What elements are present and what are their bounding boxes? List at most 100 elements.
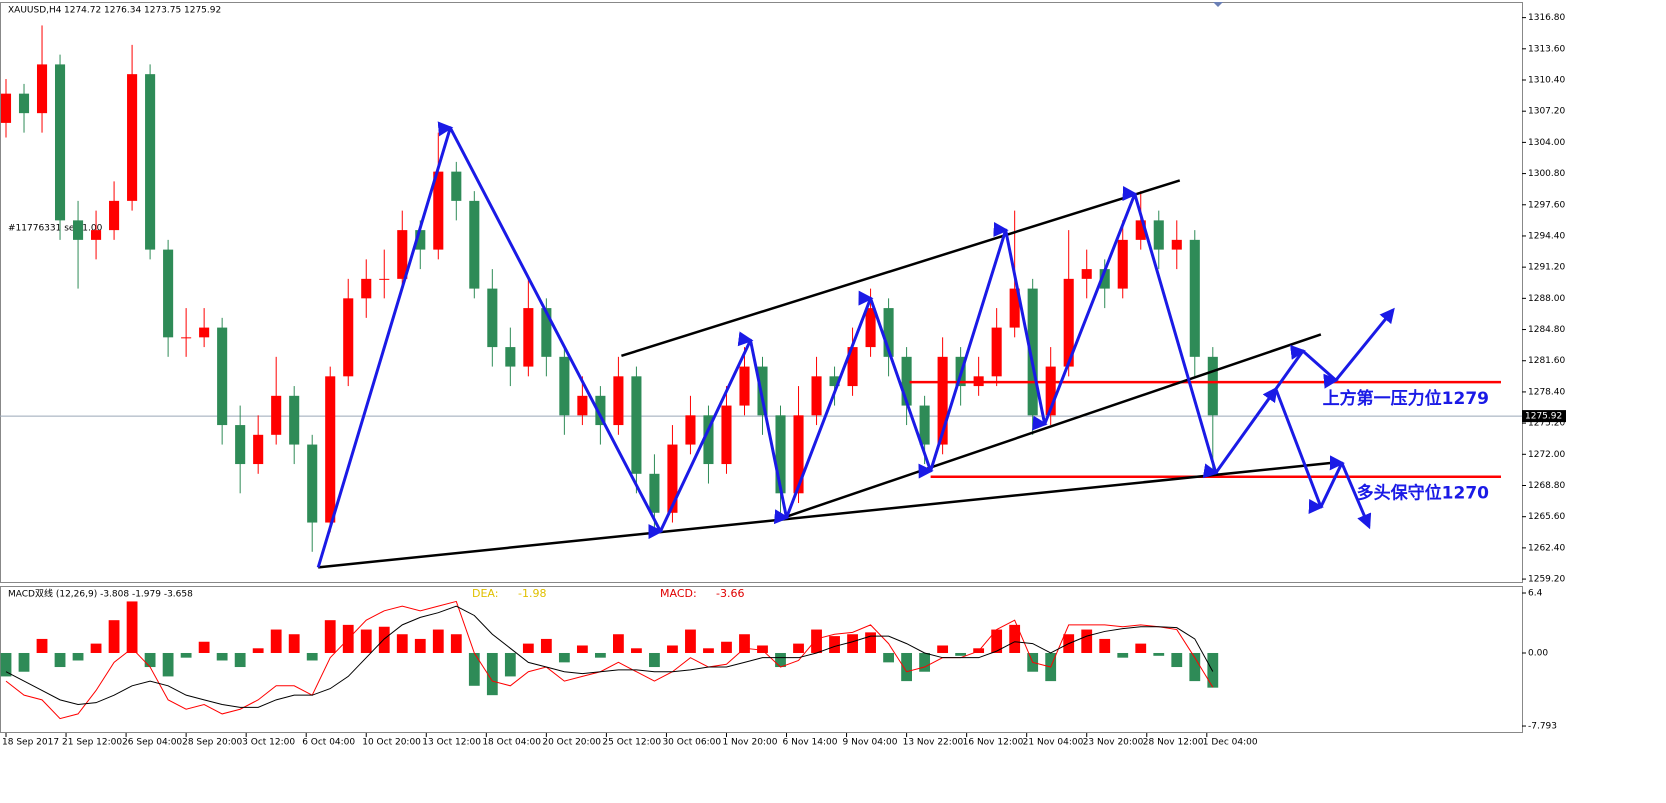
quote-value: 1273.75 xyxy=(144,6,181,16)
level-label: 多头保守位1270 xyxy=(1357,483,1489,504)
candle-body xyxy=(91,230,102,240)
price-pane xyxy=(0,2,1523,583)
y-tick-label: 1307.20 xyxy=(1528,107,1565,117)
macd-line xyxy=(5,605,1214,708)
macd-pane xyxy=(0,586,1523,733)
candle-body xyxy=(1207,356,1218,416)
y-tick-label: 1281.60 xyxy=(1528,356,1565,366)
macd-bar xyxy=(540,638,552,653)
level-label: 上方第一压力位1279 xyxy=(1323,388,1489,409)
dea-label: DEA: xyxy=(472,587,498,600)
x-tick-label: 10 Oct 20:00 xyxy=(362,738,421,748)
candle-body xyxy=(1153,220,1164,250)
macd-bar xyxy=(0,652,12,677)
y-tick-label: 1275.20 xyxy=(1528,419,1565,429)
candle-body xyxy=(469,200,480,289)
candle-body xyxy=(505,347,516,367)
y-tick-label: 1268.80 xyxy=(1528,481,1565,491)
candle-body xyxy=(757,366,768,416)
candle-body xyxy=(919,405,930,445)
macd-bar xyxy=(739,634,750,653)
candle-body xyxy=(685,415,696,445)
macd-bar xyxy=(558,652,570,663)
y-tick-label: 1284.80 xyxy=(1528,325,1565,335)
y-tick-label: 1313.60 xyxy=(1528,44,1565,54)
macd-bar xyxy=(829,636,840,653)
x-tick-label: 9 Nov 04:00 xyxy=(843,738,898,748)
candle-body xyxy=(127,74,138,201)
y-tick-label: 1316.80 xyxy=(1528,13,1565,23)
macd-bar xyxy=(631,648,642,653)
macd-bar xyxy=(919,652,931,672)
candle-body xyxy=(54,64,66,221)
x-tick-label: 20 Oct 20:00 xyxy=(542,738,601,748)
x-tick-label: 13 Nov 22:00 xyxy=(903,738,964,748)
candle-body xyxy=(865,308,876,348)
macd-bar xyxy=(36,638,48,653)
macd-bar xyxy=(234,652,246,668)
macd-bar xyxy=(252,648,264,653)
candle-body xyxy=(271,395,282,435)
candle-body xyxy=(307,444,318,523)
x-tick-label: 1 Nov 20:00 xyxy=(722,738,777,748)
macd-bar xyxy=(18,652,30,672)
quote-value: 1276.34 xyxy=(104,6,141,16)
macd-bar xyxy=(685,629,696,653)
y-tick-label: 1310.40 xyxy=(1528,76,1565,86)
candle-body xyxy=(577,395,588,416)
macd-bar xyxy=(306,652,318,661)
x-tick-label: 18 Sep 2017 xyxy=(2,738,59,748)
dea-value: -1.98 xyxy=(518,587,546,600)
candle-body xyxy=(1117,239,1128,289)
y-tick-label: 1288.00 xyxy=(1528,294,1565,304)
candle-body xyxy=(811,376,822,416)
macd-bar xyxy=(378,626,390,653)
x-tick-label: 28 Sep 20:00 xyxy=(182,738,242,748)
zigzag xyxy=(316,121,1395,568)
x-tick-label: 13 Oct 12:00 xyxy=(422,738,481,748)
macd-bar xyxy=(162,652,174,677)
macd-bar xyxy=(757,645,768,653)
macd-bar xyxy=(180,652,192,658)
macd-bar xyxy=(775,652,786,668)
macd-bar xyxy=(649,652,660,668)
x-tick-label: 6 Oct 04:00 xyxy=(302,738,355,748)
x-tick-label: 25 Oct 12:00 xyxy=(602,738,661,748)
x-tick-label: 30 Oct 06:00 xyxy=(662,738,721,748)
candle-body xyxy=(181,337,192,339)
macd-bar xyxy=(360,629,372,653)
macd-bar xyxy=(1171,652,1183,668)
quote-value: 1275.92 xyxy=(184,6,221,16)
candle-body xyxy=(289,395,300,445)
macd-bar xyxy=(594,652,606,658)
candle-body xyxy=(379,278,390,280)
y-tick-label: 1262.40 xyxy=(1528,543,1565,553)
candle-body xyxy=(1171,239,1182,250)
x-tick-label: 21 Sep 12:00 xyxy=(62,738,122,748)
price-box-label: 1275.92 xyxy=(1525,412,1562,422)
macd-bar xyxy=(486,652,498,696)
macd-bar xyxy=(522,643,534,653)
candle-body xyxy=(991,327,1002,377)
macd-bar xyxy=(126,601,138,653)
macd-bar xyxy=(216,652,228,661)
macd-line xyxy=(5,600,1214,720)
candle-body xyxy=(36,64,48,114)
y-tick-label: -7.793 xyxy=(1528,722,1557,732)
macd-bar xyxy=(1009,624,1021,653)
y-tick-label: 1294.40 xyxy=(1528,231,1565,241)
macd-label: MACD: xyxy=(660,587,697,600)
candle-body xyxy=(415,230,426,250)
candle-body xyxy=(217,327,228,426)
macd-bar xyxy=(1135,643,1147,653)
macd-bar xyxy=(414,638,426,653)
macd-bar xyxy=(613,634,624,653)
candle-body xyxy=(343,298,354,377)
candle-body xyxy=(361,278,372,299)
candle-body xyxy=(559,356,570,416)
macd-bar xyxy=(324,620,336,653)
candle-body xyxy=(613,376,624,426)
x-tick-label: 23 Nov 20:00 xyxy=(1083,738,1144,748)
candle-body xyxy=(631,376,642,474)
